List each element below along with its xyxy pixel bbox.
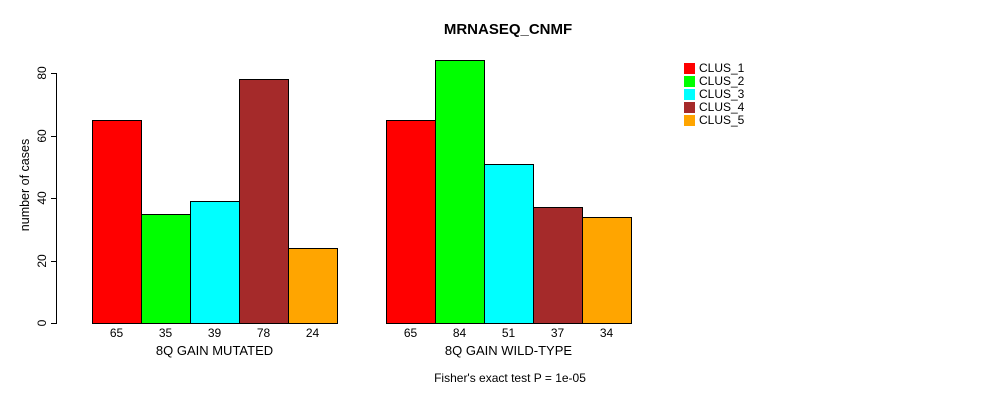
- y-axis-tick: [51, 198, 56, 199]
- bar-clus_2-group1: [141, 214, 191, 324]
- legend: CLUS_1 CLUS_2 CLUS_3 CLUS_4 CLUS_5: [684, 61, 745, 128]
- legend-color-swatch: [684, 63, 695, 74]
- y-axis-line: [56, 73, 57, 324]
- legend-color-swatch: [684, 102, 695, 113]
- legend-item-label: CLUS_1: [699, 61, 745, 75]
- legend-color-swatch: [684, 89, 695, 100]
- legend-item-label: CLUS_2: [699, 74, 745, 88]
- bar-value-label: 35: [158, 326, 173, 340]
- bar-clus_5-group2: [582, 217, 632, 324]
- bar-clus_2-group2: [435, 60, 485, 324]
- footnote-text: Fisher's exact test P = 1e-05: [434, 371, 586, 385]
- x-axis-group-label: 8Q GAIN MUTATED: [155, 343, 274, 358]
- y-axis-tick-label: 40: [35, 191, 49, 205]
- bar-value-label: 24: [305, 326, 320, 340]
- y-axis-tick-label: 0: [35, 319, 49, 327]
- bar-clus_4-group1: [239, 79, 289, 324]
- bar-value-label: 34: [599, 326, 614, 340]
- y-axis-tick: [51, 135, 56, 137]
- y-axis-tick-label: 20: [35, 253, 49, 268]
- legend-item: CLUS_4: [684, 100, 745, 114]
- y-axis-tick: [51, 323, 56, 324]
- bar-value-label: 84: [452, 326, 467, 340]
- legend-item-label: CLUS_5: [699, 113, 745, 127]
- legend-color-swatch: [684, 115, 695, 126]
- legend-item-label: CLUS_4: [699, 100, 745, 114]
- legend-item: CLUS_5: [684, 113, 745, 127]
- bar-value-label: 65: [403, 326, 418, 340]
- legend-item: CLUS_2: [684, 74, 745, 88]
- bar-value-label: 78: [256, 326, 271, 340]
- bar-clus_4-group2: [533, 207, 583, 324]
- bar-value-label: 51: [501, 326, 516, 340]
- x-axis-group-label: 8Q GAIN WILD-TYPE: [444, 343, 573, 358]
- y-axis-tick-label: 80: [35, 66, 49, 80]
- legend-color-swatch: [684, 76, 695, 87]
- bar-clus_5-group1: [288, 248, 338, 324]
- bar-clus_3-group1: [190, 201, 240, 324]
- y-axis-label: number of cases: [18, 138, 32, 232]
- bar-value-label: 37: [550, 326, 565, 340]
- bar-value-label: 39: [207, 326, 222, 340]
- y-axis-tick: [51, 260, 56, 262]
- y-axis-tick-label: 60: [35, 128, 49, 143]
- chart-title: MRNASEQ_CNMF: [443, 21, 573, 38]
- bar-clus_1-group2: [386, 120, 436, 324]
- bar-value-label: 65: [109, 326, 124, 340]
- bar-clus_1-group1: [92, 120, 142, 324]
- y-axis-tick: [51, 73, 56, 74]
- legend-item: CLUS_3: [684, 87, 745, 101]
- legend-item-label: CLUS_3: [699, 87, 745, 101]
- bar-clus_3-group2: [484, 164, 534, 324]
- legend-item: CLUS_1: [684, 61, 745, 75]
